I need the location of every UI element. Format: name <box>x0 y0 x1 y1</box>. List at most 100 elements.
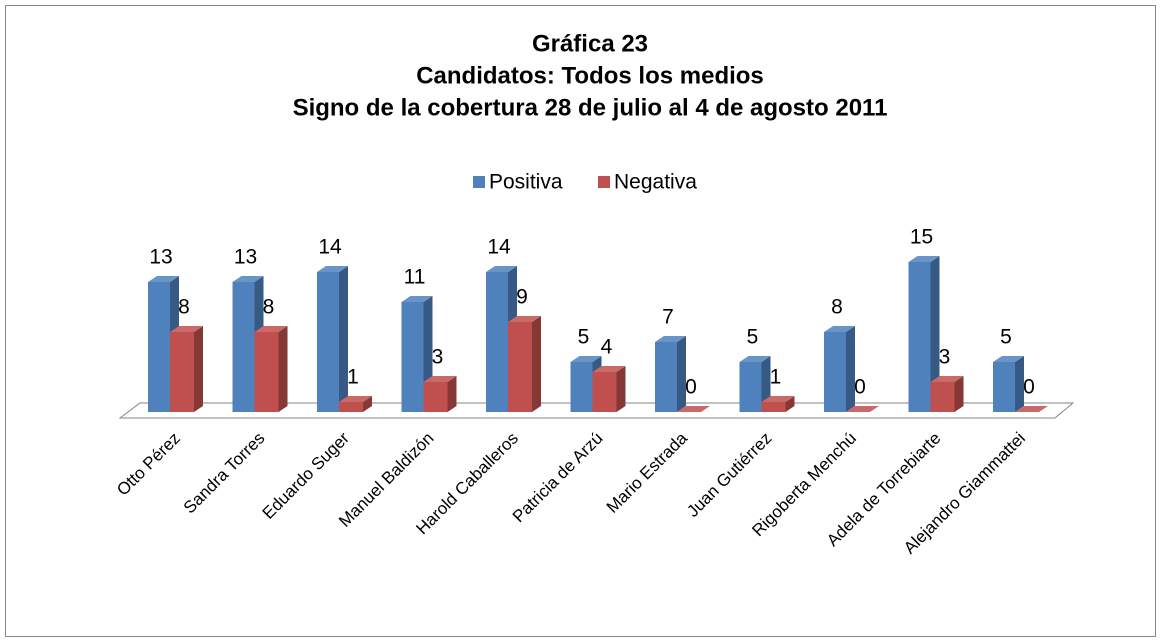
bar-front <box>761 402 786 412</box>
bar <box>317 266 348 412</box>
bar-side <box>363 396 372 412</box>
bar-front <box>401 302 424 412</box>
bar-top <box>677 406 710 412</box>
bar-top <box>846 406 879 412</box>
chart-border <box>5 5 1156 637</box>
bar-front <box>739 362 762 412</box>
bar <box>993 356 1024 412</box>
bar-front <box>423 382 448 412</box>
data-label: 8 <box>831 296 843 319</box>
bar-top <box>486 266 517 272</box>
bar-side <box>785 396 795 412</box>
data-label: 8 <box>263 296 275 319</box>
bar-top <box>170 326 203 332</box>
bar <box>739 356 771 412</box>
data-label: 7 <box>662 306 674 329</box>
chart-title: Signo de la cobertura 28 de julio al 4 d… <box>293 94 888 121</box>
bar <box>655 336 686 412</box>
data-label: 11 <box>404 266 426 289</box>
bar-top <box>930 376 964 382</box>
bar-top <box>254 326 288 332</box>
bar <box>930 376 964 412</box>
bar-top <box>1015 406 1048 412</box>
data-label: 1 <box>347 366 359 389</box>
data-label: 5 <box>747 326 759 349</box>
bar-side <box>1015 356 1024 412</box>
legend-label: Positiva <box>489 171 563 194</box>
bar-top <box>148 276 179 282</box>
data-label: 0 <box>685 376 697 399</box>
data-label: 9 <box>516 286 528 309</box>
bar-top <box>232 276 264 282</box>
data-label: 0 <box>1023 376 1035 399</box>
bar-front <box>317 272 339 412</box>
bar-front <box>232 282 255 412</box>
bar <box>677 406 710 412</box>
data-label: 14 <box>487 236 511 259</box>
bar-top <box>739 356 771 362</box>
bar <box>170 326 203 412</box>
bar-side <box>846 326 855 412</box>
bar-top <box>993 356 1024 362</box>
bar <box>846 406 879 412</box>
data-label: 1 <box>770 366 782 389</box>
data-label: 13 <box>234 246 257 269</box>
bar-front <box>908 262 931 412</box>
bar-top <box>570 356 602 362</box>
bar-side <box>677 336 686 412</box>
bar-front <box>508 322 532 412</box>
bar-side <box>532 316 541 412</box>
data-label: 13 <box>149 246 172 269</box>
data-label: 0 <box>854 376 866 399</box>
bar-front <box>339 402 363 412</box>
bar-top <box>592 366 626 372</box>
bar <box>339 396 372 412</box>
bar-top <box>655 336 686 342</box>
bar-side <box>954 376 964 412</box>
bar-front <box>824 332 846 412</box>
bar-side <box>616 366 626 412</box>
bar <box>423 376 457 412</box>
bar-front <box>486 272 508 412</box>
bar-front <box>254 332 279 412</box>
bar <box>1015 406 1048 412</box>
bar-top <box>423 376 457 382</box>
bar-side <box>278 326 288 412</box>
bar-top <box>317 266 348 272</box>
bar <box>592 366 626 412</box>
bar <box>908 256 940 412</box>
legend-swatch <box>598 176 610 188</box>
bar-top <box>339 396 372 402</box>
bar-top <box>508 316 541 322</box>
data-label: 8 <box>178 296 190 319</box>
chart-title: Candidatos: Todos los medios <box>416 62 764 89</box>
bar-top <box>824 326 855 332</box>
chart-title: Gráfica 23 <box>532 30 648 57</box>
bar <box>761 396 795 412</box>
data-label: 3 <box>939 346 951 369</box>
data-label: 3 <box>432 346 444 369</box>
bar-side <box>194 326 203 412</box>
bar <box>508 316 541 412</box>
bar-side <box>339 266 348 412</box>
bar-front <box>170 332 194 412</box>
data-label: 5 <box>578 326 590 349</box>
bar-front <box>148 282 170 412</box>
bar <box>824 326 855 412</box>
data-label: 5 <box>1000 326 1012 349</box>
data-label: 4 <box>601 336 613 359</box>
bar-front <box>993 362 1015 412</box>
legend-label: Negativa <box>614 171 697 194</box>
data-label: 15 <box>910 226 933 249</box>
bar-front <box>655 342 677 412</box>
bar-front <box>930 382 955 412</box>
bar-front <box>570 362 593 412</box>
bar-front <box>592 372 617 412</box>
bar <box>254 326 288 412</box>
data-label: 14 <box>318 236 342 259</box>
bar-top <box>401 296 433 302</box>
bar-top <box>761 396 795 402</box>
legend-swatch <box>473 176 485 188</box>
bar-side <box>930 256 940 412</box>
